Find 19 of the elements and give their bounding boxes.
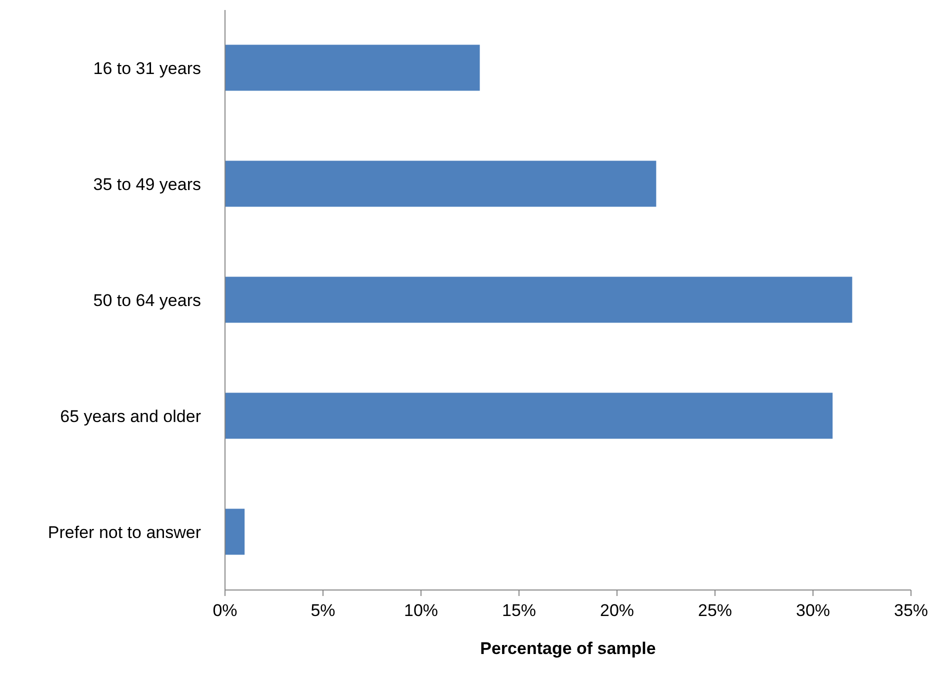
x-tick-label: 5% bbox=[310, 601, 336, 620]
x-tick-label: 20% bbox=[600, 601, 634, 620]
bar bbox=[225, 44, 480, 91]
y-tick-label: 16 to 31 years bbox=[93, 59, 201, 78]
y-tick-label: 65 years and older bbox=[60, 407, 202, 426]
bar bbox=[225, 508, 245, 555]
bar bbox=[225, 392, 833, 439]
x-axis-title: Percentage of sample bbox=[480, 639, 656, 658]
y-tick-label: 35 to 49 years bbox=[93, 175, 201, 194]
bar bbox=[225, 160, 656, 207]
x-tick-label: 35% bbox=[894, 601, 928, 620]
bar bbox=[225, 276, 852, 323]
x-tick-label: 15% bbox=[502, 601, 536, 620]
y-tick-label: Prefer not to answer bbox=[48, 523, 202, 542]
x-tick-label: 10% bbox=[404, 601, 438, 620]
x-tick-label: 30% bbox=[796, 601, 830, 620]
y-tick-label: 50 to 64 years bbox=[93, 291, 201, 310]
x-tick-label: 0% bbox=[212, 601, 238, 620]
x-tick-label: 25% bbox=[698, 601, 732, 620]
